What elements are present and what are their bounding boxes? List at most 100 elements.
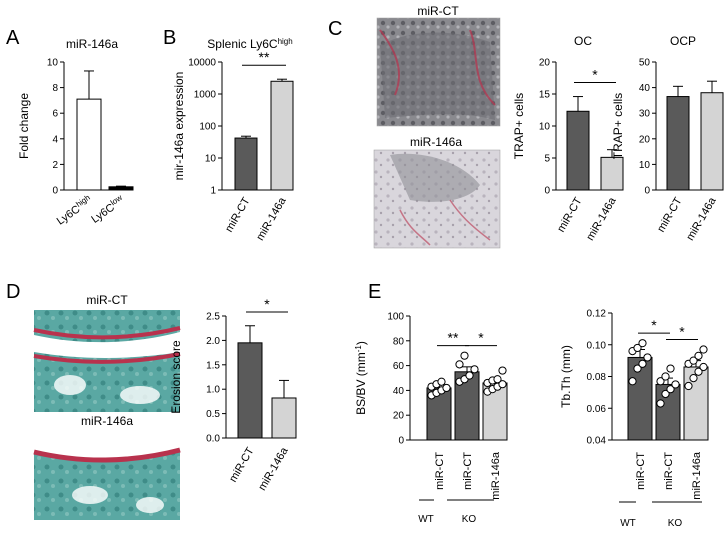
- panel-letter-e: E: [368, 281, 381, 303]
- chart-e-tbth: 0.04 0.06 0.08 0.10 0.12 Tb.Th (mm) miR-CT miR-…: [559, 309, 709, 500]
- group-label-e1-ko: KO: [462, 514, 477, 525]
- data-point: [666, 364, 675, 373]
- x-tick-label: miR-146a: [490, 451, 502, 500]
- y-tick-label: 1000: [194, 90, 217, 101]
- y-axis-label: TRAP+ cells: [512, 93, 526, 159]
- y-tick-label: 40: [393, 386, 405, 397]
- y-tick-label: 100: [387, 312, 404, 323]
- data-point: [442, 383, 451, 393]
- chart-c-ocp: 0 10 20 30 40 50 OCP TRAP+ cells miR-CT miR-146a: [611, 34, 724, 243]
- y-axis-label: Tb.Th (mm): [559, 345, 573, 408]
- data-point: [699, 362, 708, 372]
- y-tick-label: 0: [644, 186, 650, 197]
- significance-label: *: [679, 324, 685, 340]
- panel-letter-a: A: [6, 27, 20, 49]
- group-annotation-e2: WT KO: [619, 501, 702, 529]
- bar: [108, 186, 134, 191]
- x-tick-label: miR-CT: [227, 445, 256, 484]
- chart-title: OC: [574, 34, 592, 48]
- data-point: [699, 345, 708, 354]
- data-point: [656, 377, 665, 386]
- data-point: [437, 377, 446, 386]
- data-point: [689, 356, 698, 365]
- y-tick-label: 0.06: [587, 404, 607, 415]
- significance-label: **: [259, 49, 270, 65]
- data-point: [661, 372, 670, 381]
- group-label-e2-wt: WT: [620, 518, 636, 529]
- x-tick-label: miR-146a: [684, 195, 719, 243]
- data-point: [628, 377, 637, 386]
- y-tick-label: 20: [539, 58, 551, 69]
- data-point: [465, 371, 474, 380]
- group-label-e1-wt: WT: [418, 514, 434, 525]
- image-label-d-mir-ct: miR-CT: [86, 293, 128, 307]
- y-tick-label: 2.0: [206, 336, 220, 347]
- image-label-c-mir-146a: miR-146a: [410, 135, 462, 149]
- data-point: [656, 399, 665, 408]
- data-point: [694, 367, 703, 376]
- y-tick-label: 0.08: [587, 372, 607, 383]
- y-tick-label: 0: [52, 186, 58, 197]
- bar: [270, 80, 294, 191]
- data-point: [638, 339, 647, 348]
- y-tick-label: 0: [398, 436, 404, 447]
- x-tick-label: miR-CT: [635, 452, 647, 490]
- y-tick-label: 30: [639, 109, 651, 120]
- group-annotation-e1: WT KO: [418, 499, 494, 525]
- histology-image-c-mir-146a: [373, 149, 501, 249]
- data-point: [455, 360, 464, 369]
- histology-image-d-mir-146a: [33, 428, 181, 520]
- y-tick-label: 20: [639, 134, 651, 145]
- y-tick-label: 100: [199, 122, 216, 133]
- chart-e-bsbv: 0 20 40 60 80 100 BS/BV (mm-1) miR-CT miR-CT miR-…: [354, 312, 508, 500]
- significance-label: *: [651, 317, 657, 333]
- data-point: [498, 380, 507, 389]
- x-tick-label: Ly6Clow: [88, 192, 127, 225]
- bar: [271, 397, 297, 439]
- y-tick-label: 2: [52, 160, 58, 171]
- x-tick-label: miR-146a: [254, 195, 289, 243]
- group-label-e2-ko: KO: [668, 518, 683, 529]
- bar: [234, 137, 258, 191]
- bar: [482, 382, 508, 441]
- chart-b: 1 10 100 1000 10000 Splenic Ly6Chigh mir-146a …: [172, 37, 294, 243]
- x-tick-label: miR-CT: [223, 195, 252, 234]
- y-tick-label: 0.04: [587, 436, 607, 447]
- y-axis-label: mir-146a expression: [172, 72, 186, 181]
- y-tick-label: 10000: [188, 58, 216, 69]
- bar: [600, 156, 624, 191]
- y-axis-label: BS/BV (mm-1): [354, 341, 369, 415]
- panel-letter-c: C: [328, 18, 342, 40]
- chart-c-oc: 0 5 10 15 20 OC TRAP+ cells miR-CT miR-146a *: [512, 34, 624, 243]
- chart-a: 0 2 4 6 8 10 miR-146a Fold change Ly6ChighLy6Clo…: [17, 37, 134, 228]
- y-tick-label: 0.12: [587, 309, 607, 320]
- data-point: [671, 380, 680, 389]
- x-tick-label: miR-CT: [462, 452, 474, 490]
- panel-letter-d: D: [6, 281, 20, 303]
- y-axis-label: TRAP+ cells: [611, 93, 625, 159]
- data-point: [694, 351, 703, 360]
- panel-letter-b: B: [163, 27, 176, 49]
- histology-image-c-mir-ct: [376, 17, 501, 127]
- significance-label: *: [592, 67, 598, 83]
- y-tick-label: 60: [393, 361, 405, 372]
- data-point: [498, 366, 507, 375]
- significance-label: **: [448, 330, 459, 346]
- y-tick-label: 80: [393, 336, 405, 347]
- y-tick-label: 0: [544, 186, 550, 197]
- x-tick-label: miR-CT: [434, 452, 446, 490]
- x-tick-label: miR-146a: [691, 451, 703, 500]
- y-tick-label: 8: [52, 83, 58, 94]
- data-point: [633, 364, 642, 373]
- data-point: [633, 343, 642, 353]
- y-tick-label: 1.0: [206, 385, 220, 396]
- bar: [76, 98, 102, 191]
- data-point: [643, 353, 652, 362]
- y-tick-label: 1.5: [206, 360, 220, 371]
- x-tick-label: miR-CT: [555, 195, 584, 234]
- y-tick-label: 10: [205, 154, 217, 165]
- y-tick-label: 4: [52, 134, 58, 145]
- x-tick-label: Ly6Chigh: [53, 193, 94, 228]
- chart-title: miR-146a: [66, 37, 118, 51]
